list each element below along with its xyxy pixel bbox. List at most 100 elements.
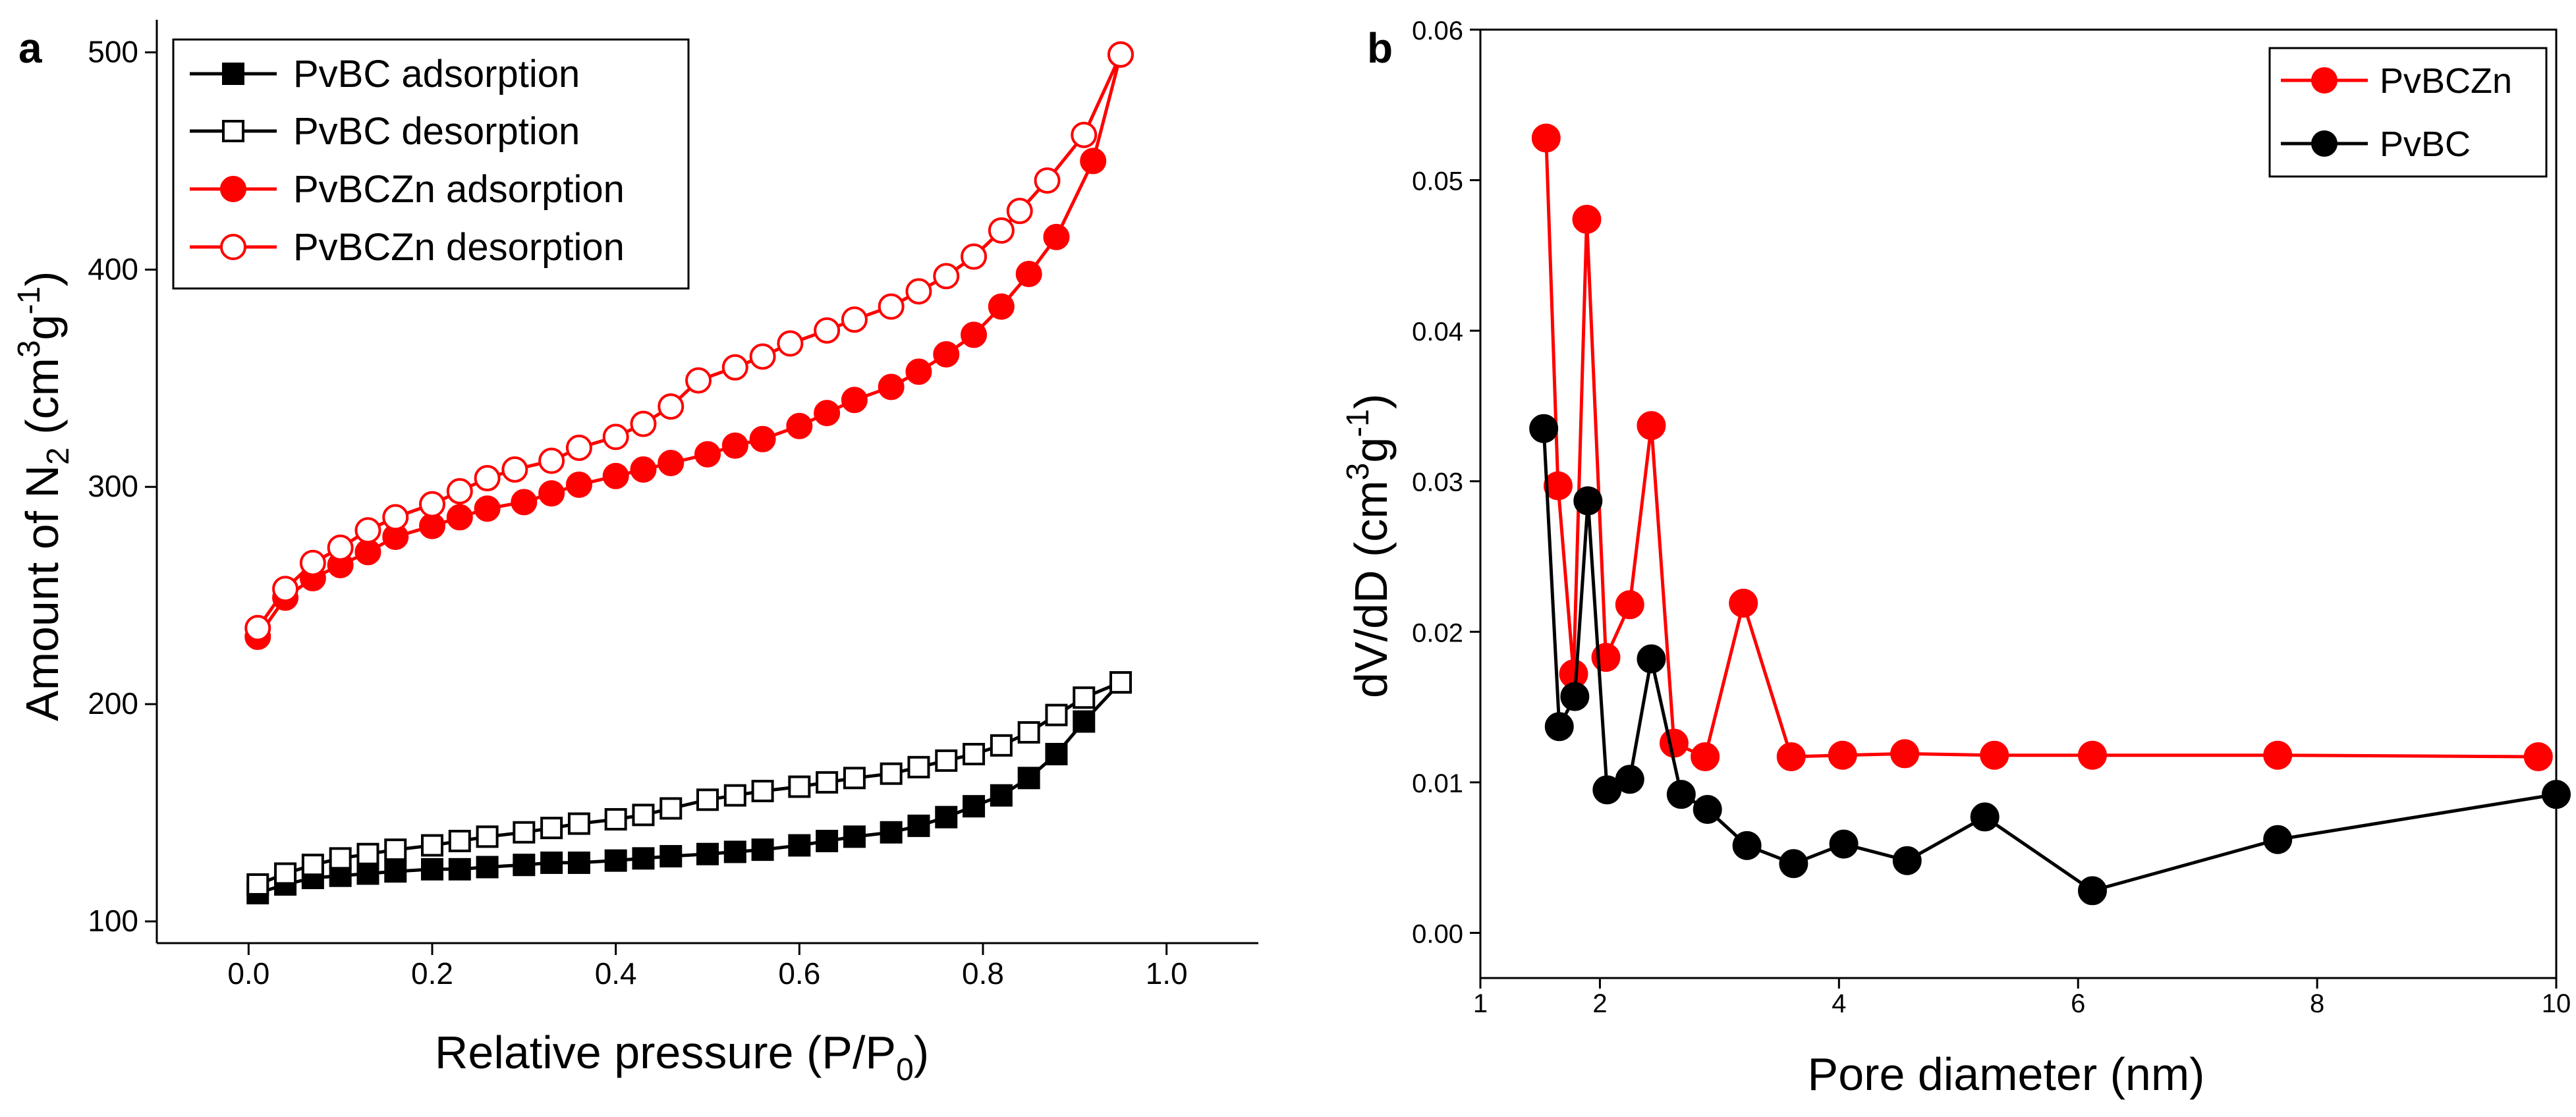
- data-point-pvbczn: [2263, 740, 2293, 770]
- data-point-pvbczn-adsorption: [749, 425, 776, 452]
- data-point-pvbczn-desorption: [244, 614, 271, 641]
- panel-a-y-tick-label: 400: [88, 252, 138, 286]
- data-point-pvbc-adsorption: [421, 858, 443, 881]
- panel-a-x-tick-label: 0.8: [962, 956, 1004, 991]
- panel-b-x-tick-label: 2: [1592, 989, 1607, 1018]
- panel-b-series-pvbczn: [1531, 123, 2553, 771]
- data-point-pvbczn-desorption: [272, 576, 299, 603]
- data-point-pvbczn-desorption: [1107, 41, 1134, 68]
- data-point-pvbc-adsorption: [632, 847, 655, 870]
- data-point-pvbczn-adsorption: [905, 358, 932, 385]
- data-point-pvbc-adsorption: [1073, 710, 1096, 733]
- data-point-pvbc-adsorption: [907, 814, 930, 837]
- data-point-pvbc-desorption: [513, 821, 536, 844]
- panel-a-series: [244, 41, 1134, 905]
- data-point-pvbc: [1693, 795, 1722, 824]
- data-point-pvbc-adsorption: [567, 851, 590, 874]
- data-point-pvbczn: [1828, 740, 1857, 770]
- data-point-pvbc-desorption: [301, 854, 324, 877]
- data-point-pvbczn-adsorption: [933, 341, 960, 368]
- data-point-pvbc: [1779, 849, 1808, 879]
- data-point-pvbczn: [1776, 742, 1806, 771]
- data-point-pvbc-adsorption: [448, 858, 471, 881]
- data-point-pvbc-desorption: [476, 825, 499, 848]
- legend-marker-open-circle: [220, 234, 246, 260]
- data-point-pvbc-desorption: [659, 797, 683, 820]
- data-point-pvbczn-desorption: [474, 465, 501, 492]
- data-point-pvbc-desorption: [329, 847, 352, 870]
- panel-a-x-tick-label: 0.0: [227, 956, 269, 991]
- data-point-pvbczn-desorption: [721, 354, 748, 381]
- panel-b-y-tick-label: 0.04: [1412, 317, 1463, 346]
- data-point-pvbc-desorption: [843, 767, 866, 790]
- data-point-pvbc-desorption: [788, 775, 811, 798]
- data-point-pvbczn-adsorption: [786, 412, 813, 439]
- data-point-pvbc-desorption: [540, 817, 563, 840]
- panel-b-y-tick-label: 0.03: [1412, 468, 1463, 497]
- data-point-pvbczn-adsorption: [602, 462, 629, 489]
- data-point-pvbczn-desorption: [814, 317, 841, 344]
- legend-marker-filled-circle: [220, 176, 246, 202]
- data-point-pvbczn-desorption: [354, 517, 381, 544]
- data-point-pvbczn-adsorption: [814, 400, 841, 427]
- data-point-pvbc-desorption: [384, 838, 407, 861]
- panel-b-x-tick-label: 8: [2310, 989, 2324, 1018]
- panel-a-label: a: [18, 24, 42, 72]
- data-point-pvbc: [2077, 876, 2107, 906]
- data-point-pvbc-desorption: [274, 862, 297, 885]
- data-point-pvbc-desorption: [990, 734, 1013, 757]
- data-point-pvbczn-desorption: [1006, 198, 1033, 225]
- data-point-pvbczn: [1637, 411, 1666, 441]
- data-point-pvbc-adsorption: [1017, 767, 1040, 790]
- data-point-pvbczn-adsorption: [511, 489, 538, 516]
- data-point-pvbc-adsorption: [935, 805, 958, 829]
- data-point-pvbczn-adsorption: [658, 449, 685, 476]
- data-point-pvbc: [1666, 780, 1696, 809]
- panel-a-series-pvbczn-adsorption: [244, 41, 1134, 650]
- panel-a-y-tick-label: 200: [88, 686, 138, 721]
- panel-a-x-tick-label: 0.2: [411, 956, 453, 991]
- legend-label-pvbczn-adsorption: PvBCZn adsorption: [293, 168, 625, 211]
- data-point-pvbc-desorption: [421, 834, 443, 857]
- data-point-pvbc-adsorption: [843, 825, 866, 848]
- panel-b-plot-frame: [1479, 28, 2558, 979]
- data-point-pvbc-desorption: [632, 804, 655, 827]
- data-point-pvbc-adsorption: [723, 840, 746, 863]
- panel-a-x-axis-title: Relative pressure (P/P0): [435, 1027, 929, 1087]
- panel-a-y-tick-label: 100: [88, 904, 138, 938]
- legend-label-pvbczn: PvBCZn: [2380, 61, 2512, 101]
- data-point-pvbczn-adsorption: [878, 373, 905, 400]
- data-point-pvbc-desorption: [963, 743, 986, 766]
- data-point-pvbc: [1829, 829, 1859, 859]
- data-point-pvbc: [1732, 831, 1762, 860]
- data-point-pvbczn-adsorption: [988, 293, 1015, 320]
- data-point-pvbc-desorption: [604, 807, 627, 831]
- data-point-pvbc-desorption: [880, 762, 903, 785]
- legend-marker-filled-circle: [2311, 130, 2338, 157]
- data-point-pvbczn: [1531, 123, 1561, 153]
- data-point-pvbczn: [1890, 739, 1920, 769]
- panel-b-x-tick-label: 10: [2542, 989, 2571, 1018]
- data-point-pvbc-adsorption: [963, 795, 986, 818]
- data-point-pvbczn-adsorption: [721, 432, 748, 459]
- data-point-pvbczn: [1543, 471, 1573, 501]
- data-point-pvbczn-adsorption: [1043, 223, 1070, 250]
- data-point-pvbczn: [1980, 740, 2009, 770]
- data-point-pvbczn-desorption: [841, 306, 868, 333]
- panel-a-chart: a 0.0 0.2 0.4 0.6 0.8 1.0 100 200 300 400 500 Amou…: [12, 20, 1258, 1087]
- panel-a-series-pvbc-desorption: [246, 671, 1132, 896]
- legend-label-pvbc-adsorption: PvBC adsorption: [293, 53, 580, 95]
- data-point-pvbc-adsorption: [990, 784, 1013, 807]
- data-point-pvbc-desorption: [816, 771, 839, 794]
- panel-a-axes: 0.0 0.2 0.4 0.6 0.8 1.0 100 200 300 400 500: [88, 20, 1258, 991]
- data-point-pvbczn-adsorption: [961, 321, 988, 348]
- data-point-pvbczn-desorption: [382, 504, 409, 531]
- panel-b-y-tick-label: 0.02: [1412, 618, 1463, 647]
- data-point-pvbczn: [1615, 590, 1644, 620]
- panel-a-y-tick-label: 300: [88, 469, 138, 503]
- data-point-pvbc: [1560, 682, 1590, 711]
- data-point-pvbczn-desorption: [658, 393, 685, 420]
- data-point-pvbc-adsorption: [696, 842, 719, 865]
- data-point-pvbczn-adsorption: [538, 480, 565, 507]
